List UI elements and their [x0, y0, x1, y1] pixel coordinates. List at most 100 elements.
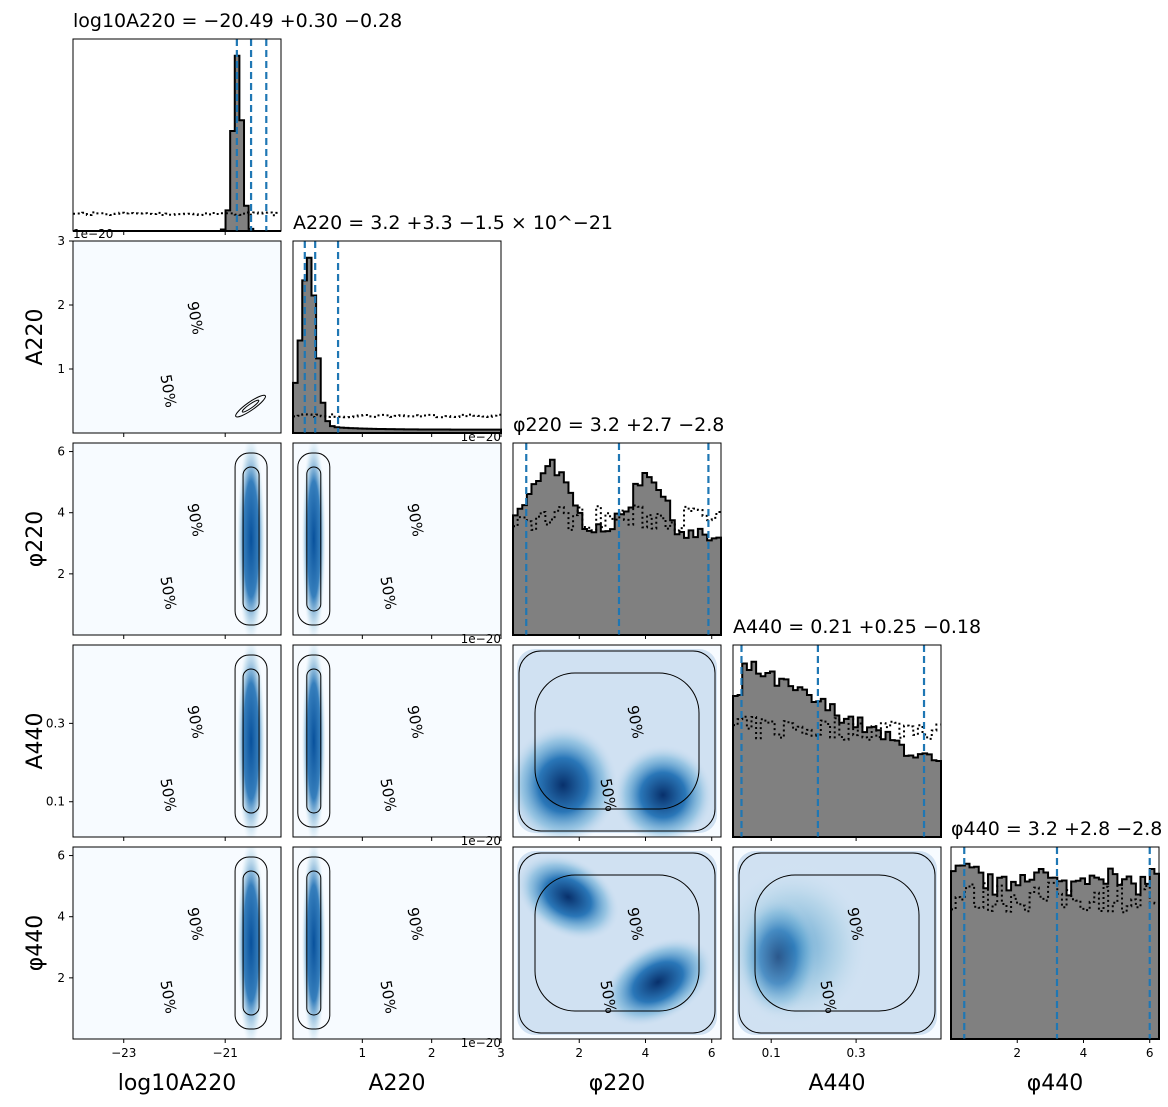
y-axis-label-A440: A440 [23, 712, 48, 769]
density-streak [301, 443, 326, 635]
contour-50 [306, 870, 322, 1016]
contour-label-90: 90% [403, 704, 427, 740]
density-streak [237, 847, 266, 1039]
x-tick-label: 0.1 [762, 1046, 781, 1060]
y-tick-label: 0.1 [46, 795, 65, 809]
panel-phi440-vs-phi220: 90% 50% 2 4 6 [512, 846, 722, 1060]
panel-background [293, 645, 501, 837]
contour-50 [306, 466, 322, 612]
contour-label-50: 50% [156, 575, 180, 611]
y-tick-label: 4 [57, 910, 65, 924]
contour-90 [234, 452, 268, 626]
x-tick-label: 4 [642, 1046, 650, 1060]
diag-title-phi220: φ220 = 3.2 +2.7 −2.8 [513, 414, 724, 436]
contour-label-50: 50% [376, 575, 400, 611]
x-offset-label: 1e−20 [461, 632, 501, 646]
y-tick-label: 6 [57, 849, 65, 863]
contour-label-50: 50% [376, 979, 400, 1015]
contour-label-90: 90% [183, 704, 207, 740]
panel-background [73, 241, 281, 433]
contour-50 [241, 399, 260, 413]
panel-background [293, 241, 501, 433]
panel-frame [72, 846, 282, 1040]
x-tick-label: 2 [1013, 1046, 1021, 1060]
prior-histogram [293, 413, 501, 419]
density-streak [301, 645, 326, 837]
contour-50 [306, 668, 322, 814]
x-offset-label: 1e−20 [461, 1036, 501, 1050]
diag-title-log10A220: log10A220 = −20.49 +0.30 −0.28 [73, 10, 402, 32]
x-tick-label: 2 [428, 1046, 436, 1060]
prior-histogram [951, 881, 1159, 914]
x-axis-label-A440: A440 [808, 1071, 865, 1096]
panel-phi220-vs-phi220: φ220 = 3.2 +2.7 −2.8 [512, 414, 724, 639]
density-streak [237, 645, 266, 837]
contour-90 [738, 852, 936, 1034]
x-tick-label: −23 [111, 1046, 136, 1060]
y-axis-label-A220: A220 [23, 308, 48, 365]
contour-label-90: 90% [403, 502, 427, 538]
contour-label-50: 50% [156, 777, 180, 813]
y-tick-label: 0.3 [46, 716, 65, 730]
panel-frame [292, 644, 502, 838]
prior-histogram [513, 504, 721, 532]
panel-frame [72, 442, 282, 636]
contour-90 [297, 654, 331, 828]
panel-phi440-vs-A440: 90% 50% 0.1 0.3 [732, 846, 942, 1060]
posterior-histogram [950, 862, 1160, 1040]
contour-label-50: 50% [376, 777, 400, 813]
contour-90 [234, 856, 268, 1030]
contour-label-50: 50% [596, 777, 620, 813]
panel-phi440-vs-phi440: φ440 = 3.2 +2.8 −2.8 2 4 6 [950, 818, 1162, 1060]
panel-frame [292, 846, 502, 1040]
y-tick-label: 6 [57, 445, 65, 459]
panel-background [73, 39, 281, 231]
contour-90 [297, 452, 331, 626]
contour-50 [534, 672, 700, 810]
x-axis-label-phi440: φ440 [1027, 1071, 1084, 1096]
y-tick-label: 4 [57, 506, 65, 520]
x-offset-label: 1e−20 [461, 834, 501, 848]
y-tick-label: 2 [57, 971, 65, 985]
x-tick-label: 2 [575, 1046, 583, 1060]
panel-frame [512, 442, 722, 636]
contour-90 [518, 650, 716, 832]
prior-histogram [733, 715, 941, 741]
y-tick-label: 2 [57, 567, 65, 581]
contour-label-50: 50% [156, 979, 180, 1015]
x-tick-label: 4 [1080, 1046, 1088, 1060]
contour-50 [534, 874, 700, 1012]
panel-background [293, 443, 501, 635]
density-mode [516, 854, 620, 940]
panel-A220-vs-log10A220: 90% 50% 1 2 3 1e−20 [57, 227, 282, 437]
contour-label-90: 90% [623, 906, 647, 942]
density-mode [602, 937, 714, 1027]
density-mode [738, 897, 818, 1017]
x-tick-label: −21 [213, 1046, 238, 1060]
panel-frame [72, 38, 282, 232]
panel-A220-vs-A220: A220 = 3.2 +3.3 −1.5 × 10^−21 1e−20 [292, 212, 613, 444]
contour-50 [242, 870, 260, 1016]
y-tick-label: 3 [57, 234, 65, 248]
y-axis-label-phi440: φ440 [23, 915, 48, 972]
contour-50 [242, 668, 260, 814]
y-tick-label: 1 [57, 362, 65, 376]
density-streak [301, 847, 326, 1039]
y-tick-label: 2 [57, 298, 65, 312]
x-tick-label: 1 [359, 1046, 367, 1060]
panel-A440-vs-log10A220: 90% 50% 0.1 0.3 [46, 644, 282, 841]
contour-90 [235, 394, 266, 418]
x-axis-label-A220: A220 [368, 1071, 425, 1096]
x-axis-label-log10A220: log10A220 [118, 1071, 237, 1096]
diag-title-A220: A220 = 3.2 +3.3 −1.5 × 10^−21 [293, 212, 613, 234]
panel-phi220-vs-log10A220: 90% 50% 2 4 6 [57, 442, 282, 639]
x-tick-label: 6 [708, 1046, 716, 1060]
contour-90 [518, 852, 716, 1034]
x-offset-label: 1e−20 [461, 430, 501, 444]
contour-label-90: 90% [403, 906, 427, 942]
x-tick-label: 3 [497, 1046, 505, 1060]
x-axis-label-phi220: φ220 [589, 1071, 646, 1096]
contour-label-90: 90% [183, 300, 207, 336]
contour-90 [297, 856, 331, 1030]
